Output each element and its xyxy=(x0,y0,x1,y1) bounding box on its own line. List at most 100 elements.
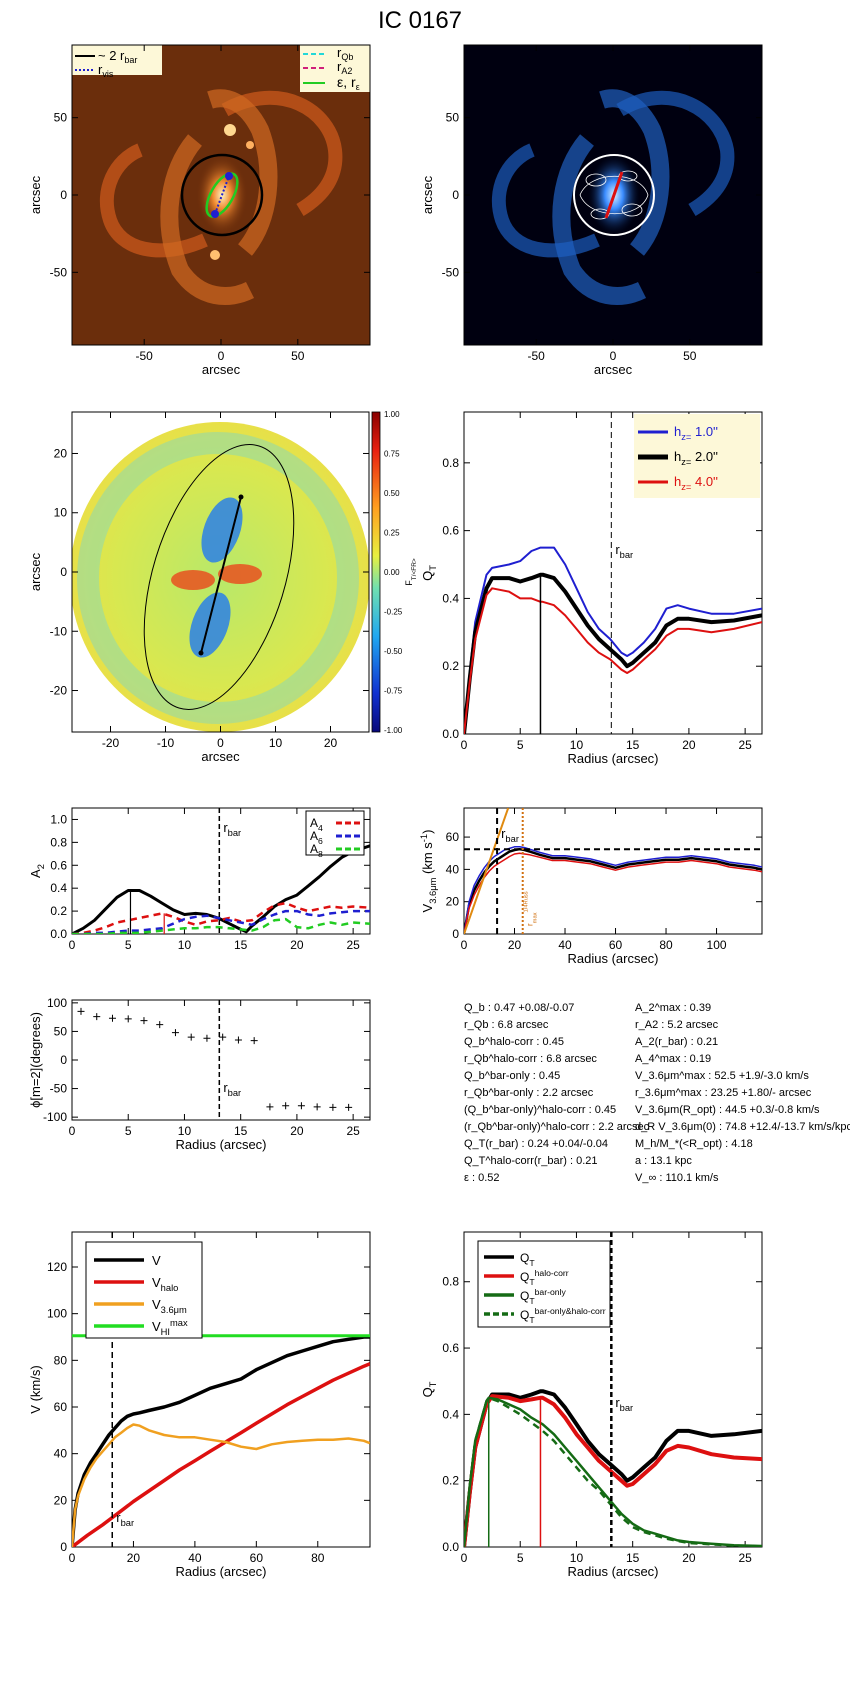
p4-series-group xyxy=(464,546,762,734)
legend-label-eps: ε, rε xyxy=(337,74,360,92)
phase-point xyxy=(77,1007,85,1015)
phase-point xyxy=(187,1033,195,1041)
p7-xtick-label: 10 xyxy=(178,1124,192,1138)
p5-ylabel: A2 xyxy=(28,864,46,878)
p6-xlabel: Radius (arcsec) xyxy=(567,951,658,966)
galaxy-image-axes: -50 0 50 -50 0 50 arcsec arcsec xyxy=(28,44,371,377)
bar-end-bottom xyxy=(198,650,204,656)
p4-xtick-label: 20 xyxy=(682,738,696,752)
parameter-line: r_Qb^bar-only : 2.2 arcsec xyxy=(464,1087,594,1099)
p7-xtick-label: 5 xyxy=(125,1124,132,1138)
p5-rbar-label: rbar xyxy=(223,820,241,838)
p5-legend-label: A4 xyxy=(310,816,323,833)
p2-ytick-label: 50 xyxy=(446,111,460,125)
p3-xtick-label: -20 xyxy=(102,736,120,750)
p5-frame xyxy=(71,807,371,935)
parameter-line: a : 13.1 kpc xyxy=(635,1155,692,1167)
p6-xtick-label: 80 xyxy=(659,938,673,952)
parameter-line: A_2(r_bar) : 0.21 xyxy=(635,1036,719,1048)
p6-rbar-label: rbar xyxy=(501,826,519,844)
p7-ytick-label: 100 xyxy=(47,996,67,1010)
p8-ytick-label: 60 xyxy=(54,1400,68,1414)
p8-ytick-label: 40 xyxy=(54,1447,68,1461)
phase-point xyxy=(266,1103,274,1111)
spiral-arm-north xyxy=(221,90,343,217)
p5-series-3 xyxy=(72,917,370,934)
p6-series-2 xyxy=(464,852,762,934)
p8-series-2 xyxy=(72,1423,370,1547)
spiral-arm-east xyxy=(207,89,278,256)
p7-xtick-label: 20 xyxy=(290,1124,304,1138)
phase-point xyxy=(313,1103,321,1111)
p4-series-1 xyxy=(464,572,762,734)
p8-legend-label: Vhalo xyxy=(152,1275,178,1293)
qt-halo-corrected-panel: 0 5 10 15 20 25 0.0 0.2 0.4 0.6 0.8 Radius (arcsec)… xyxy=(420,1231,763,1579)
bar-parameters-right: A_2^max : 0.39 r_A2 : 5.2 arcsec A_2(r_bar… xyxy=(635,1000,850,1187)
p1-xtick-label: 50 xyxy=(291,349,305,363)
p6-xtick-label: 60 xyxy=(609,938,623,952)
phase-point xyxy=(345,1103,353,1111)
p9-series-2 xyxy=(464,1396,762,1547)
p3-ytick-label: -20 xyxy=(50,684,68,698)
p7-ytick-label: -100 xyxy=(43,1110,67,1124)
galaxy-image-emission xyxy=(99,89,343,305)
bar-parameters-left: Q_b : 0.47 +0.08/-0.07 r_Qb : 6.8 arcsec Q… xyxy=(464,1000,649,1187)
p9-ytick-label: 0.6 xyxy=(442,1341,459,1355)
p5-ytick-label: 1.0 xyxy=(50,812,67,826)
p8-legend-label: V xyxy=(152,1253,161,1268)
parameter-line: ε : 0.52 xyxy=(464,1172,500,1184)
parameter-line: Q_b : 0.47 +0.08/-0.07 xyxy=(464,1002,575,1014)
phase-point xyxy=(108,1014,116,1022)
p8-legend-label: VHImax xyxy=(152,1318,188,1337)
p9-series-group xyxy=(464,1389,762,1547)
blue-arm-east xyxy=(599,89,670,256)
colorbar-tick-label: -0.25 xyxy=(384,608,403,617)
parameter-line: Q_T(r_bar) : 0.24 +0.04/-0.04 xyxy=(464,1138,608,1150)
phase-point xyxy=(171,1029,179,1037)
parameter-line: Q_b^halo-corr : 0.45 xyxy=(464,1036,564,1048)
p9-series-1 xyxy=(464,1394,762,1547)
phase-point xyxy=(124,1015,132,1023)
p7-frame xyxy=(71,999,371,1121)
colorbar xyxy=(371,411,381,733)
p9-ytick-label: 0.2 xyxy=(442,1474,459,1488)
p5-xtick-label: 10 xyxy=(178,938,192,952)
p1-xlabel: arcsec xyxy=(202,362,241,377)
p5-series-2 xyxy=(72,909,370,934)
p4-xlabel: Radius (arcsec) xyxy=(567,751,658,766)
p3-ytick-label: 10 xyxy=(54,506,68,520)
colorbar-tick-label: 0.75 xyxy=(384,450,400,459)
figure-title: IC 0167 xyxy=(378,7,462,34)
parameter-line: V_3.6μm^max : 52.5 +1.9/-3.0 km/s xyxy=(635,1070,809,1082)
p4-legend-label: hz= 2.0'' xyxy=(674,449,718,467)
velocity-decomposition-panel: 0 20 40 60 80 0 20 40 60 80 100 120 Radius (arcsec) V… xyxy=(28,1231,371,1579)
p5-series-0 xyxy=(72,844,370,934)
p6-xtick-label: 0 xyxy=(461,938,468,952)
p4-frame xyxy=(463,411,763,735)
p6-xtick-label: 20 xyxy=(508,938,522,952)
phase-point xyxy=(203,1034,211,1042)
p9-legend-label: QT xyxy=(520,1251,535,1268)
p4-ytick-label: 0.0 xyxy=(442,727,459,741)
spiral-arm-west xyxy=(160,134,255,305)
galaxy-image-panel: ~ 2 rbar rvis rQb rA2 ε, rε -50 0 50-50050… xyxy=(28,44,371,377)
parameter-line: A_2^max : 0.39 xyxy=(635,1002,712,1014)
p6-ytick-label: 0 xyxy=(452,927,459,941)
p5-ytick-label: 0.8 xyxy=(50,835,67,849)
rmax-label: rmax1/4Russ xyxy=(524,891,539,926)
p4-xtick-label: 10 xyxy=(570,738,584,752)
p7-xtick-label: 0 xyxy=(69,1124,76,1138)
p9-ylabel: QT xyxy=(420,1381,438,1397)
qt-profile-panel: 0 5 10 15 20 25 0.0 0.2 0.4 0.6 0.8 Radius (arcsec)… xyxy=(420,411,763,766)
p8-xtick-label: 60 xyxy=(250,1551,264,1565)
p6-ylabel: V3.6μm (km s-1) xyxy=(419,830,438,913)
p7-ytick-label: 50 xyxy=(54,1024,68,1038)
p5-legend-label: A6 xyxy=(310,829,323,846)
p8-xtick-label: 80 xyxy=(311,1551,325,1565)
hii-knot-2 xyxy=(210,250,220,260)
p4-series-2 xyxy=(464,587,762,734)
p9-legend-label: QThalo-corr xyxy=(520,1268,569,1287)
p8-ytick-label: 20 xyxy=(54,1493,68,1507)
p5-ytick-label: 0.0 xyxy=(50,927,67,941)
